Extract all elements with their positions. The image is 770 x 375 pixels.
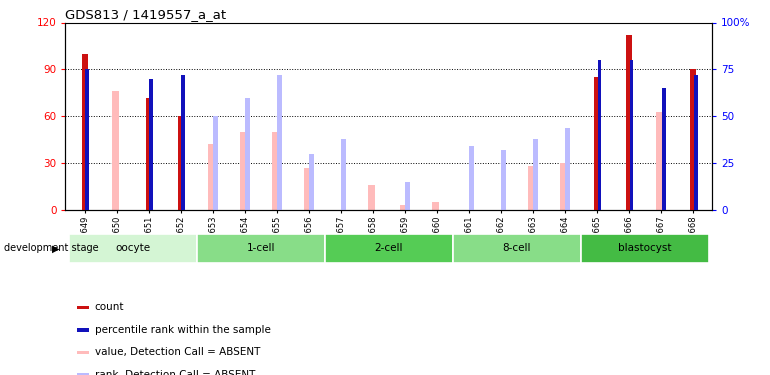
Bar — [469, 146, 474, 210]
Bar — [594, 77, 600, 210]
Bar — [626, 35, 632, 210]
Text: development stage: development stage — [4, 243, 99, 254]
Bar — [196, 234, 325, 263]
Bar — [581, 234, 709, 263]
Bar — [112, 91, 119, 210]
Bar — [501, 150, 506, 210]
Bar — [213, 116, 218, 210]
Text: ▶: ▶ — [52, 243, 59, 254]
Bar — [272, 132, 279, 210]
Bar — [400, 206, 407, 210]
Text: value, Detection Call = ABSENT: value, Detection Call = ABSENT — [95, 348, 260, 357]
Bar — [239, 132, 246, 210]
Bar — [325, 234, 453, 263]
Text: oocyte: oocyte — [116, 243, 150, 254]
Bar — [565, 128, 570, 210]
Text: rank, Detection Call = ABSENT: rank, Detection Call = ABSENT — [95, 370, 255, 375]
Bar — [560, 163, 567, 210]
Bar — [69, 234, 196, 263]
Text: blastocyst: blastocyst — [618, 243, 671, 254]
Text: percentile rank within the sample: percentile rank within the sample — [95, 325, 270, 335]
Bar — [405, 182, 410, 210]
Bar — [85, 69, 89, 210]
Bar — [245, 98, 249, 210]
Bar — [149, 79, 153, 210]
Text: 1-cell: 1-cell — [246, 243, 275, 254]
Bar — [178, 116, 183, 210]
Bar — [694, 75, 698, 210]
Bar — [453, 234, 581, 263]
Bar — [277, 75, 282, 210]
Bar — [432, 202, 439, 210]
Bar — [309, 154, 313, 210]
Bar — [598, 60, 601, 210]
Bar — [661, 88, 665, 210]
Text: 2-cell: 2-cell — [374, 243, 403, 254]
Bar — [208, 144, 215, 210]
Bar — [303, 168, 311, 210]
Bar — [146, 98, 152, 210]
Bar — [82, 54, 88, 210]
Bar — [182, 75, 186, 210]
Text: count: count — [95, 303, 124, 312]
Bar — [341, 139, 346, 210]
Bar — [368, 185, 375, 210]
Bar — [527, 166, 535, 210]
Bar — [656, 112, 663, 210]
Text: GDS813 / 1419557_a_at: GDS813 / 1419557_a_at — [65, 8, 226, 21]
Bar — [630, 60, 634, 210]
Bar — [533, 139, 538, 210]
Bar — [690, 69, 696, 210]
Text: 8-cell: 8-cell — [503, 243, 531, 254]
